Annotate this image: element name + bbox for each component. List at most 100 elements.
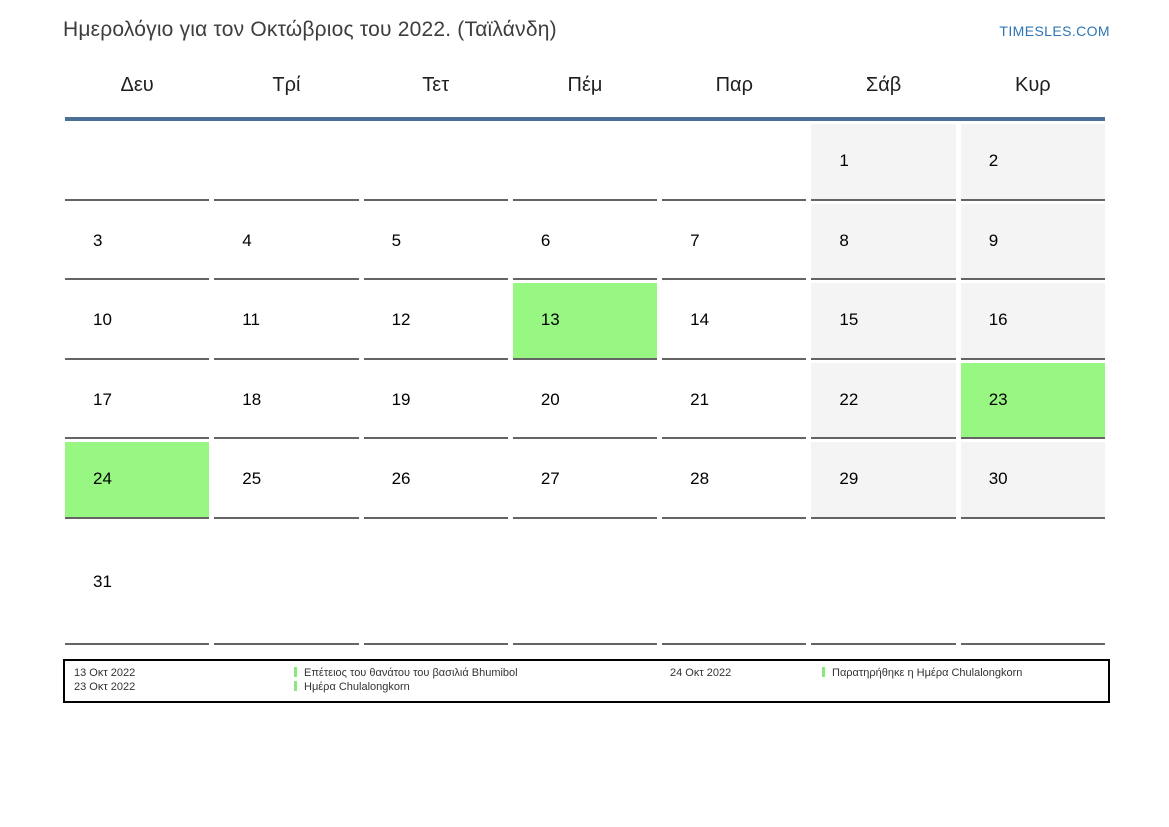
- calendar-day-cell: 11: [214, 280, 359, 360]
- day-number: 18: [242, 389, 262, 409]
- day-number: 19: [391, 389, 411, 409]
- legend-events-right: Παρατηρήθηκε η Ημέρα Chulalongkorn: [822, 666, 1108, 680]
- calendar-day-cell: 31: [65, 519, 210, 645]
- calendar-day-cell: 29: [811, 439, 956, 519]
- calendar-day-cell: 2: [960, 121, 1105, 201]
- calendar-empty-cell: [214, 519, 359, 645]
- day-number: 31: [93, 572, 112, 591]
- calendar-day-cell: 15: [811, 280, 956, 360]
- site-link[interactable]: TIMESLES.COM: [999, 23, 1110, 39]
- calendar-day-cell: 16: [960, 280, 1105, 360]
- calendar-empty-cell: [811, 519, 956, 645]
- day-number: 28: [690, 469, 710, 489]
- day-number: 27: [540, 469, 560, 489]
- calendar-empty-cell: [512, 519, 658, 645]
- calendar-day-cell: 8: [811, 201, 956, 280]
- day-number: 10: [93, 310, 112, 330]
- weekday-header: Κυρ: [1015, 74, 1051, 96]
- weekday-header: Παρ: [715, 74, 753, 96]
- weekday-header: Τρί: [272, 74, 301, 96]
- calendar-empty-cell: [65, 121, 210, 201]
- calendar-grid: 1 2 3 4 5 6 7 8 9 10 11 12 13 14 15 16 17 18 19 20 21 22 23 24 2…: [65, 121, 1105, 645]
- day-number: 25: [242, 469, 262, 489]
- legend-date: 24 Οκτ 2022: [670, 666, 732, 679]
- day-number: 22: [839, 389, 859, 409]
- day-number: 12: [391, 310, 411, 330]
- legend-dates-right: 24 Οκτ 2022: [670, 666, 822, 680]
- calendar-empty-cell: [363, 519, 508, 645]
- calendar-day-cell: 9: [960, 201, 1105, 280]
- calendar-day-cell: 23: [960, 360, 1105, 439]
- weekday-header: Δευ: [120, 74, 154, 96]
- day-number: 13: [540, 310, 560, 330]
- legend-event: Παρατηρήθηκε η Ημέρα Chulalongkorn: [822, 666, 1108, 680]
- day-number: 24: [93, 469, 112, 489]
- weekday-header: Πέμ: [567, 74, 603, 96]
- calendar-empty-cell: [214, 121, 359, 201]
- legend-box: 13 Οκτ 2022 23 Οκτ 2022 Επέτειος του θαν…: [63, 658, 1110, 703]
- calendar-day-cell: 13: [512, 280, 658, 360]
- legend-marker-icon: [294, 680, 297, 691]
- calendar-day-cell: 14: [662, 280, 807, 360]
- calendar-empty-cell: [512, 121, 658, 201]
- day-number: 21: [690, 389, 710, 409]
- day-number: 26: [391, 469, 411, 489]
- legend-event: Επέτειος του θανάτου του βασιλιά Bhumibo…: [294, 666, 670, 680]
- day-number: 17: [93, 389, 112, 409]
- day-number: 8: [839, 230, 849, 250]
- legend-marker-icon: [822, 666, 825, 677]
- day-number: 9: [988, 230, 999, 250]
- calendar-day-cell: 5: [363, 201, 508, 280]
- day-number: 20: [540, 389, 560, 409]
- day-number: 1: [839, 151, 849, 171]
- day-number: 15: [839, 310, 859, 330]
- calendar-day-cell: 3: [65, 201, 210, 280]
- legend-dates-left: 13 Οκτ 2022 23 Οκτ 2022: [65, 666, 294, 694]
- day-number: 14: [690, 310, 710, 330]
- calendar-day-cell: 19: [363, 360, 508, 439]
- day-number: 3: [93, 230, 103, 250]
- legend-event-label: Ημέρα Chulalongkorn: [304, 680, 410, 693]
- legend-event-label: Παρατηρήθηκε η Ημέρα Chulalongkorn: [832, 666, 1023, 679]
- legend-event: Ημέρα Chulalongkorn: [294, 680, 670, 694]
- day-number: 23: [988, 389, 1008, 409]
- calendar-day-cell: 27: [512, 439, 658, 519]
- calendar-day-cell: 21: [662, 360, 807, 439]
- day-number: 29: [839, 469, 859, 489]
- calendar-day-cell: 26: [363, 439, 508, 519]
- calendar-empty-cell: [662, 519, 807, 645]
- day-number: 2: [988, 151, 999, 171]
- calendar-day-cell: 12: [363, 280, 508, 360]
- calendar-day-cell: 1: [811, 121, 956, 201]
- legend-date: 13 Οκτ 2022: [74, 666, 136, 679]
- top-bar: Ημερολόγιο για τον Οκτώβριος του 2022. (…: [63, 18, 1110, 42]
- calendar-day-cell: 24: [65, 439, 210, 519]
- calendar-day-cell: 22: [811, 360, 956, 439]
- weekday-header: Τετ: [422, 74, 450, 96]
- day-number: 30: [988, 469, 1008, 489]
- calendar-day-cell: 20: [512, 360, 658, 439]
- legend-date: 23 Οκτ 2022: [74, 680, 136, 693]
- day-number: 11: [242, 310, 260, 330]
- page-title: Ημερολόγιο για τον Οκτώβριος του 2022. (…: [63, 18, 557, 41]
- calendar-day-cell: 6: [512, 201, 658, 280]
- calendar-day-cell: 10: [65, 280, 210, 360]
- calendar-day-cell: 4: [214, 201, 359, 280]
- day-number: 16: [988, 310, 1008, 330]
- day-number: 5: [391, 230, 402, 250]
- legend-event-label: Επέτειος του θανάτου του βασιλιά Bhumibo…: [304, 666, 518, 679]
- day-number: 7: [690, 230, 700, 250]
- weekday-header-row: Δευ Τρί Τετ Πέμ Παρ Σάβ Κυρ: [65, 42, 1105, 121]
- calendar-day-cell: 28: [662, 439, 807, 519]
- legend-events-left: Επέτειος του θανάτου του βασιλιά Bhumibo…: [294, 666, 670, 694]
- calendar-day-cell: 17: [65, 360, 210, 439]
- calendar: Δευ Τρί Τετ Πέμ Παρ Σάβ Κυρ 1 2 3 4 5 6 7 8 9 10 11 12 13 1…: [65, 42, 1105, 645]
- day-number: 6: [540, 230, 551, 250]
- weekday-header: Σάβ: [865, 74, 902, 96]
- legend-marker-icon: [294, 666, 297, 677]
- calendar-day-cell: 30: [960, 439, 1105, 519]
- calendar-day-cell: 18: [214, 360, 359, 439]
- day-number: 4: [242, 230, 252, 250]
- calendar-empty-cell: [662, 121, 807, 201]
- calendar-day-cell: 25: [214, 439, 359, 519]
